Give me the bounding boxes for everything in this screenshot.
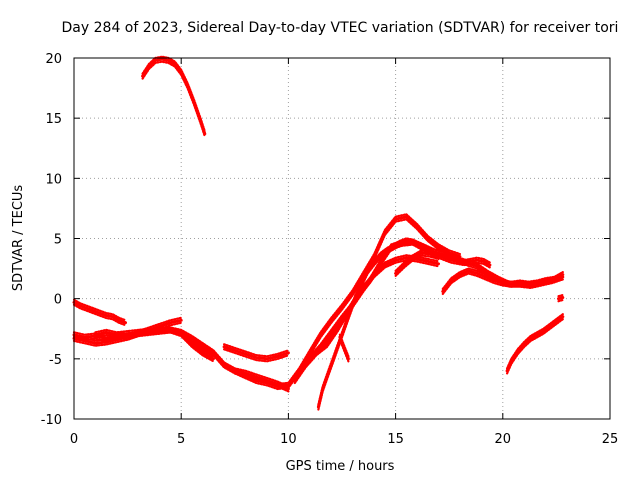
y-tick-label: -10 bbox=[41, 413, 62, 428]
series-marker-band bbox=[317, 242, 491, 411]
series-marker-band bbox=[506, 313, 564, 370]
series-arc-6 bbox=[222, 343, 290, 363]
data-layer bbox=[72, 55, 565, 411]
series-line bbox=[233, 215, 462, 388]
series-marker-band bbox=[338, 333, 350, 358]
grid-layer bbox=[74, 58, 610, 419]
y-tick-label: 5 bbox=[54, 233, 62, 248]
y-tick-label: 0 bbox=[54, 293, 62, 308]
y-tick-label: 15 bbox=[45, 112, 62, 127]
series-arc-12 bbox=[394, 249, 440, 277]
y-tick-label: 10 bbox=[45, 172, 62, 187]
series-line bbox=[557, 296, 565, 301]
series-marker-band bbox=[557, 293, 564, 298]
series-marker-band bbox=[338, 338, 350, 363]
series-line bbox=[222, 345, 290, 361]
series-marker-band bbox=[141, 60, 206, 138]
series-arc-9 bbox=[316, 237, 492, 411]
series-marker-band bbox=[557, 298, 564, 303]
series-marker-band bbox=[72, 298, 127, 322]
series-marker-band bbox=[317, 237, 491, 406]
series-arc-1 bbox=[141, 55, 207, 138]
x-tick-label: 10 bbox=[280, 432, 297, 447]
series-marker-band bbox=[506, 318, 564, 375]
series-arc-7 bbox=[233, 213, 462, 391]
series-marker-band bbox=[233, 213, 461, 386]
series-marker-band bbox=[94, 326, 290, 388]
x-tick-label: 0 bbox=[70, 432, 78, 447]
tick-layer: 0 5 10 15 20 25 -10 -5 0 5 10 15 20 bbox=[41, 52, 619, 447]
series-marker-band bbox=[394, 254, 440, 277]
series-line bbox=[394, 251, 440, 275]
series-arc-15 bbox=[557, 293, 565, 303]
series-line bbox=[441, 269, 565, 293]
series-line bbox=[505, 315, 565, 373]
x-tick-label: 25 bbox=[602, 432, 619, 447]
series-arc-2 bbox=[72, 298, 127, 327]
series-marker-band bbox=[233, 218, 461, 391]
x-tick-label: 20 bbox=[495, 432, 512, 447]
series-arc-13 bbox=[441, 267, 565, 295]
series-marker-band bbox=[223, 343, 290, 358]
series-marker-band bbox=[223, 348, 290, 363]
series-marker-band bbox=[308, 259, 440, 363]
y-tick-label: 20 bbox=[45, 52, 62, 67]
series-marker-band bbox=[72, 303, 127, 327]
y-axis-label: SDTVAR / TECUs bbox=[11, 185, 26, 292]
x-tick-label: 15 bbox=[387, 432, 404, 447]
series-marker-band bbox=[441, 272, 564, 295]
y-tick-label: -5 bbox=[49, 353, 62, 368]
x-axis-label: GPS time / hours bbox=[286, 459, 395, 474]
x-tick-label: 5 bbox=[177, 432, 185, 447]
chart-title: Day 284 of 2023, Sidereal Day-to-day VTE… bbox=[62, 20, 619, 36]
series-marker-band bbox=[441, 267, 564, 290]
series-arc-14 bbox=[505, 313, 565, 375]
series-line bbox=[72, 300, 127, 325]
series-marker-band bbox=[141, 55, 206, 133]
series-arc-11 bbox=[338, 333, 350, 363]
series-marker-band bbox=[394, 249, 440, 272]
